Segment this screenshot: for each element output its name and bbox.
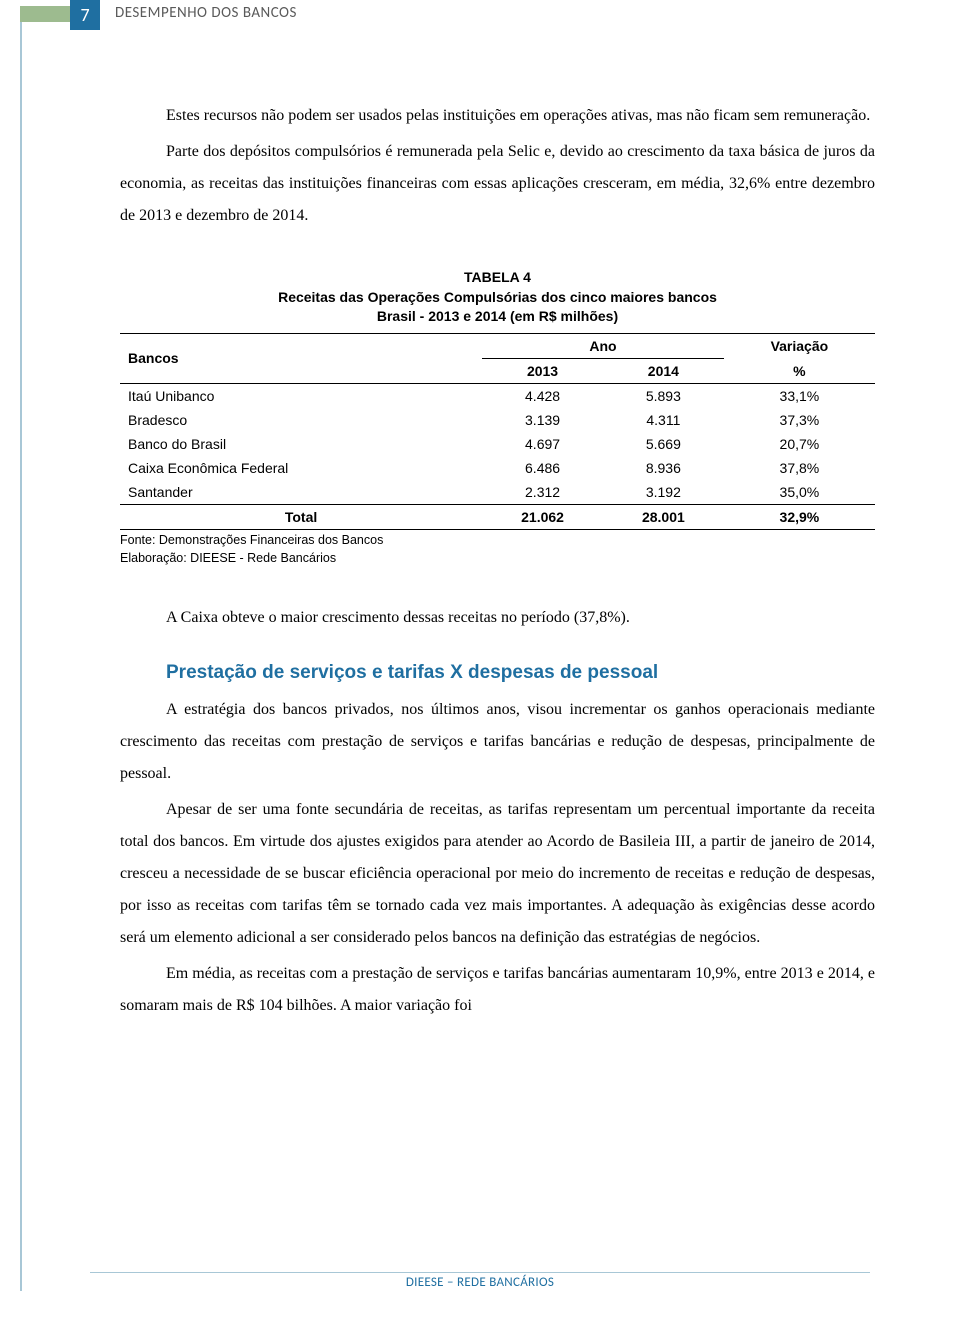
paragraph-2: Parte dos depósitos compulsórios é remun… [120, 136, 875, 232]
cell-bank: Santander [120, 480, 482, 505]
cell-total-2013: 21.062 [482, 504, 603, 529]
table-source-2: Elaboração: DIEESE - Rede Bancários [120, 550, 875, 566]
cell-2013: 6.486 [482, 456, 603, 480]
paragraph-3: A Caixa obteve o maior crescimento dessa… [120, 602, 875, 634]
table-4-block: TABELA 4 Receitas das Operações Compulsó… [120, 268, 875, 566]
cell-2013: 3.139 [482, 408, 603, 432]
cell-2013: 2.312 [482, 480, 603, 505]
table-row: Bradesco 3.139 4.311 37,3% [120, 408, 875, 432]
cell-2013: 4.428 [482, 383, 603, 408]
cell-2014: 5.893 [603, 383, 724, 408]
table-row: Caixa Econômica Federal 6.486 8.936 37,8… [120, 456, 875, 480]
table-row: Santander 2.312 3.192 35,0% [120, 480, 875, 505]
table-total-row: Total 21.062 28.001 32,9% [120, 504, 875, 529]
cell-2014: 3.192 [603, 480, 724, 505]
cell-var: 20,7% [724, 432, 875, 456]
cell-2013: 4.697 [482, 432, 603, 456]
cell-var: 35,0% [724, 480, 875, 505]
section-heading: Prestação de serviços e tarifas X despes… [166, 662, 875, 684]
running-title: DESEMPENHO DOS BANCOS [115, 4, 297, 22]
paragraph-6: Em média, as receitas com a prestação de… [120, 958, 875, 1022]
table-row: Itaú Unibanco 4.428 5.893 33,1% [120, 383, 875, 408]
col-header-variacao: Variação [724, 333, 875, 358]
cell-total-label: Total [120, 504, 482, 529]
header-accent-bar [20, 6, 75, 22]
table-title-line2: Brasil - 2013 e 2014 (em R$ milhões) [120, 307, 875, 327]
main-content: Estes recursos não podem ser usados pela… [120, 100, 875, 1022]
table-4: Bancos Ano Variação 2013 2014 % Itaú Uni… [120, 333, 875, 530]
table-row: Banco do Brasil 4.697 5.669 20,7% [120, 432, 875, 456]
cell-var: 37,8% [724, 456, 875, 480]
col-header-2013: 2013 [482, 358, 603, 383]
table-label: TABELA 4 [120, 268, 875, 288]
cell-bank: Itaú Unibanco [120, 383, 482, 408]
cell-var: 33,1% [724, 383, 875, 408]
cell-2014: 5.669 [603, 432, 724, 456]
cell-2014: 8.936 [603, 456, 724, 480]
left-margin-rule [20, 6, 22, 1291]
page-footer: DIEESE – REDE BANCÁRIOS [0, 1272, 960, 1291]
col-header-pct: % [724, 358, 875, 383]
table-source-1: Fonte: Demonstrações Financeiras dos Ban… [120, 532, 875, 548]
cell-2014: 4.311 [603, 408, 724, 432]
page-header: 7 DESEMPENHO DOS BANCOS [65, 0, 875, 40]
cell-bank: Banco do Brasil [120, 432, 482, 456]
paragraph-1: Estes recursos não podem ser usados pela… [120, 100, 875, 132]
cell-total-2014: 28.001 [603, 504, 724, 529]
cell-var: 37,3% [724, 408, 875, 432]
col-header-ano: Ano [482, 333, 724, 358]
footer-text: DIEESE – REDE BANCÁRIOS [90, 1272, 870, 1290]
cell-bank: Bradesco [120, 408, 482, 432]
cell-total-var: 32,9% [724, 504, 875, 529]
col-header-2014: 2014 [603, 358, 724, 383]
col-header-bancos: Bancos [120, 333, 482, 383]
cell-bank: Caixa Econômica Federal [120, 456, 482, 480]
paragraph-4: A estratégia dos bancos privados, nos úl… [120, 694, 875, 790]
table-title-line1: Receitas das Operações Compulsórias dos … [120, 288, 875, 308]
paragraph-5: Apesar de ser uma fonte secundária de re… [120, 794, 875, 954]
page-number-badge: 7 [70, 0, 100, 30]
